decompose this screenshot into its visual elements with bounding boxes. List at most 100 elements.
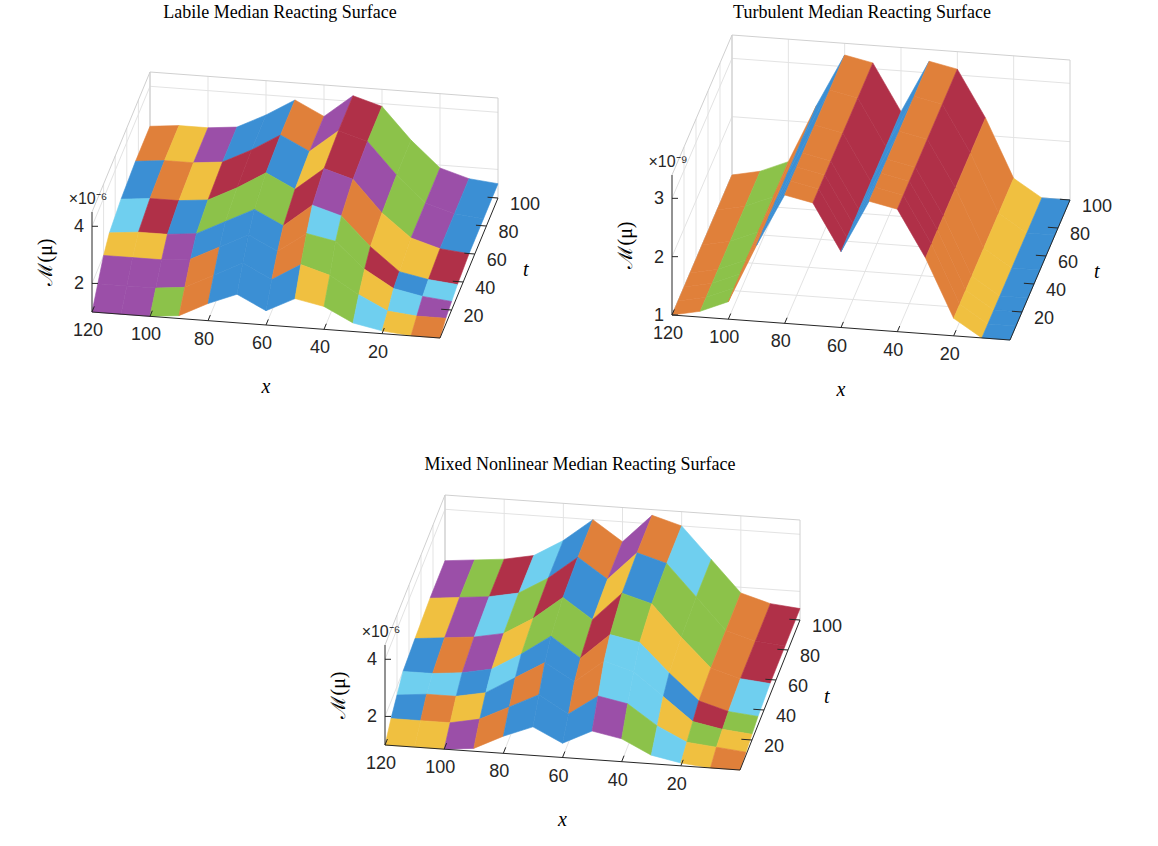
tick [777, 649, 788, 651]
axis-multiplier: ×10⁻⁹ [649, 153, 688, 170]
tick-label: 60 [252, 333, 272, 353]
tick-label: 20 [667, 774, 687, 794]
tick-label: 40 [475, 278, 495, 298]
grid-line [708, 91, 709, 231]
box-edge [1070, 60, 1071, 200]
box-edge [445, 495, 800, 520]
grid-line [150, 86, 498, 112]
axes: 204060801001202040608010024×10⁻⁶xtℳ(μ) [327, 616, 842, 830]
surface-cell [841, 187, 875, 251]
tick-label: 40 [883, 340, 903, 360]
tick-label: 60 [487, 250, 507, 270]
tick-label: 80 [194, 329, 214, 349]
box-edge [498, 98, 499, 198]
tick [1036, 255, 1046, 257]
tick-label: 20 [764, 736, 784, 756]
surface-cell [133, 232, 168, 260]
grid [672, 35, 1070, 336]
surface-cell [237, 263, 272, 311]
tick [444, 743, 446, 749]
surface-cell [926, 244, 960, 318]
box-edge [732, 35, 1070, 60]
tick-label: 20 [940, 344, 960, 364]
surface-cell [897, 195, 931, 258]
panel-title: Mixed Nonlinear Median Reacting Surface [425, 454, 736, 474]
surface-cell [179, 275, 214, 315]
tick [441, 309, 451, 311]
surface-cell [208, 263, 243, 303]
tick [1048, 227, 1058, 229]
tick-label: 120 [366, 753, 396, 773]
surface-cell [728, 231, 762, 301]
surface-cell [92, 284, 127, 314]
tick [385, 659, 391, 660]
grid-line [445, 509, 800, 534]
surface-cell [503, 695, 539, 736]
surface-cell [385, 719, 421, 748]
tick-label: 60 [1058, 252, 1078, 272]
tick-label: 60 [827, 336, 847, 356]
surface-cell [266, 265, 301, 311]
axis-multiplier: ×10⁻⁶ [69, 190, 108, 207]
axis-title: t [824, 685, 830, 707]
axis-title: ℳ(μ) [614, 221, 637, 269]
tick [672, 198, 678, 199]
tick-label: 80 [1070, 224, 1090, 244]
axis-line [385, 645, 386, 745]
grid-line [732, 35, 733, 175]
axes: 2040608010012020406080100123×10⁻⁹xtℳ(μ) [614, 153, 1112, 400]
surface-cell [428, 249, 469, 285]
tick-label: 3 [654, 188, 664, 208]
tick [785, 318, 787, 324]
tick-label: 40 [608, 770, 628, 790]
grid-line [1013, 56, 1014, 196]
tick [324, 324, 326, 330]
grid-line [732, 58, 1070, 83]
grid-line [672, 58, 732, 198]
surface-cell [533, 695, 569, 744]
axis-title: x [836, 378, 846, 400]
axis-title: ℳ(μ) [327, 671, 350, 719]
tick-label: 80 [489, 761, 509, 781]
surface-cell [813, 189, 847, 252]
tick [476, 225, 486, 227]
grid [385, 495, 800, 766]
tick [672, 256, 678, 257]
tick-label: 100 [812, 616, 842, 636]
tick-label: 120 [653, 323, 683, 343]
surface-cell [98, 255, 133, 285]
tick [1012, 311, 1022, 313]
axis-line [672, 175, 673, 315]
surface-cell [415, 721, 451, 750]
surface-cell [681, 742, 717, 768]
tick [622, 756, 624, 762]
tick-label: 4 [367, 649, 377, 669]
tick [92, 226, 98, 227]
tick [266, 319, 268, 325]
grid-line [720, 63, 721, 203]
tick [92, 306, 94, 312]
tick-label: 2 [367, 706, 377, 726]
tick-label: 40 [1046, 280, 1066, 300]
surface [672, 55, 1070, 340]
tick [92, 283, 98, 284]
tick [385, 739, 387, 745]
box-edge [732, 35, 733, 175]
tick-label: 1 [654, 305, 664, 325]
grid [92, 72, 498, 334]
tick [453, 281, 463, 283]
axis-multiplier: ×10⁻⁶ [362, 623, 401, 640]
grid-line [696, 119, 697, 259]
surface-cell [592, 696, 628, 739]
tick [488, 197, 498, 199]
tick [728, 314, 730, 320]
tick [753, 709, 764, 711]
axis-line [92, 212, 93, 312]
axis-title: ℳ(μ) [34, 238, 57, 286]
surface-cell [382, 311, 417, 336]
surface-panel: Labile Median Reacting Surface2040608010… [34, 2, 540, 397]
tick-label: 120 [73, 320, 103, 340]
tick [563, 752, 565, 758]
tick [681, 760, 683, 766]
tick-label: 2 [654, 247, 664, 267]
